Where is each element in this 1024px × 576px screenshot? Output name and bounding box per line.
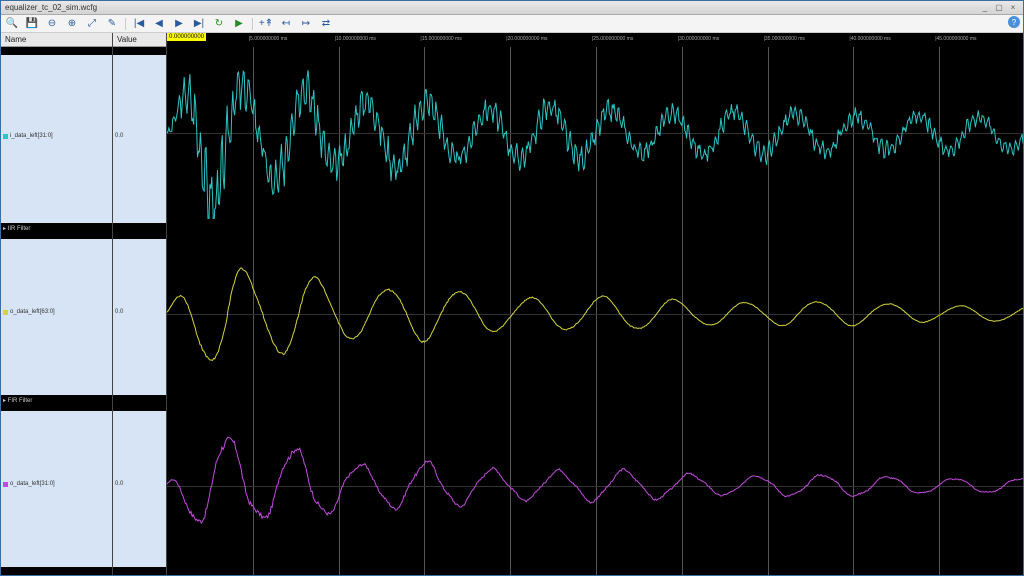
zoom-out-icon[interactable]: ⊖ [45, 17, 59, 31]
name-column: Name ▸ IIR Filter ▸ FIR Filter i_data_left… [1, 33, 113, 575]
go-start-icon[interactable]: |◀ [132, 17, 146, 31]
signal-value-block [113, 55, 166, 223]
signal-name-label[interactable]: i_data_left[31:0] [3, 133, 53, 139]
value-column: Value 0.0 0.0 0.0 [113, 33, 166, 575]
minimize-button[interactable]: _ [979, 3, 991, 13]
waveform-area[interactable]: 0.000000000 |5.000000000 ms |10.000000000… [167, 33, 1023, 575]
app-window: equalizer_tc_02_sim.wcfg _ ▢ × 🔍 💾 ⊖ ⊕ ⤢… [0, 0, 1024, 576]
signal-panel: Name ▸ IIR Filter ▸ FIR Filter i_data_left… [1, 33, 167, 575]
time-tick: |35.000000000 ms [764, 36, 805, 42]
signal-value-block [113, 239, 166, 395]
prev-marker-icon[interactable]: ↤ [279, 17, 293, 31]
cursor-time-tag[interactable]: 0.000000000 [167, 33, 206, 41]
go-end-icon[interactable]: ▶| [192, 17, 206, 31]
signal-name-label[interactable]: o_data_left[31:0] [3, 481, 55, 487]
play-icon[interactable]: ▶ [232, 17, 246, 31]
time-tick: |5.000000000 ms [249, 36, 288, 42]
value-header: Value [113, 33, 166, 47]
signal-value-block [113, 411, 166, 567]
name-header: Name [1, 33, 112, 47]
waveform-trace [167, 219, 1023, 391]
signal-value-label: 0.0 [115, 309, 123, 315]
next-marker-icon[interactable]: ↦ [299, 17, 313, 31]
time-tick: |30.000000000 ms [678, 36, 719, 42]
time-tick: |10.000000000 ms [335, 36, 376, 42]
time-tick: |20.000000000 ms [506, 36, 547, 42]
signal-group-label[interactable]: ▸ IIR Filter [3, 225, 30, 232]
content: Name ▸ IIR Filter ▸ FIR Filter i_data_left… [1, 33, 1023, 575]
cursor-icon[interactable]: ✎ [105, 17, 119, 31]
time-tick: |45.000000000 ms [935, 36, 976, 42]
signal-group-label[interactable]: ▸ FIR Filter [3, 397, 32, 404]
save-icon[interactable]: 💾 [25, 17, 39, 31]
value-column-body: 0.0 0.0 0.0 [113, 47, 166, 575]
name-column-body: ▸ IIR Filter ▸ FIR Filter i_data_left[31:0… [1, 47, 112, 575]
reload-icon[interactable]: ↻ [212, 17, 226, 31]
time-tick: |40.000000000 ms [849, 36, 890, 42]
swap-marker-icon[interactable]: ⇄ [319, 17, 333, 31]
waveform-trace [167, 47, 1023, 219]
signal-value-label: 0.0 [115, 133, 123, 139]
signal-name-block[interactable] [1, 55, 112, 223]
window-title: equalizer_tc_02_sim.wcfg [5, 3, 97, 12]
time-ruler: 0.000000000 |5.000000000 ms |10.000000000… [167, 33, 1023, 47]
close-button[interactable]: × [1007, 3, 1019, 13]
time-tick: |25.000000000 ms [592, 36, 633, 42]
signal-name-label[interactable]: o_data_left[63:0] [3, 309, 55, 315]
help-icon[interactable]: ? [1008, 16, 1020, 28]
signal-value-label: 0.0 [115, 481, 123, 487]
signal-name-block[interactable] [1, 411, 112, 567]
toolbar: 🔍 💾 ⊖ ⊕ ⤢ ✎ |◀ ◀ ▶ ▶| ↻ ▶ +↟ ↤ ↦ ⇄ [1, 15, 1023, 33]
zoom-fit-icon[interactable]: ⤢ [85, 17, 99, 31]
zoom-in-icon[interactable]: ⊕ [65, 17, 79, 31]
add-marker-icon[interactable]: +↟ [259, 17, 273, 31]
step-fwd-icon[interactable]: ▶ [172, 17, 186, 31]
time-tick: |15.000000000 ms [420, 36, 461, 42]
maximize-button[interactable]: ▢ [993, 3, 1005, 13]
step-back-icon[interactable]: ◀ [152, 17, 166, 31]
search-icon[interactable]: 🔍 [5, 17, 19, 31]
titlebar: equalizer_tc_02_sim.wcfg _ ▢ × [1, 1, 1023, 15]
waveform-trace [167, 391, 1023, 563]
signal-name-block[interactable] [1, 239, 112, 395]
